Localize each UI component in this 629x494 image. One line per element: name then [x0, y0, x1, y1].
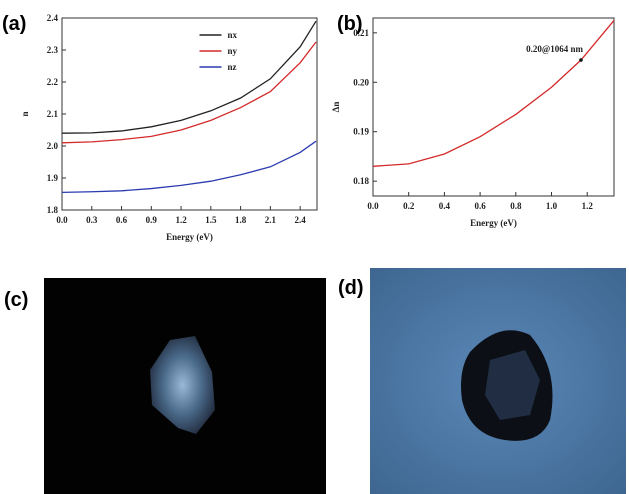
x-tick-label: 2.4 [295, 215, 307, 225]
panel-label: (d) [338, 277, 364, 299]
series-line [61, 41, 317, 144]
x-tick-label: 1.5 [205, 215, 217, 225]
crystal-facet [485, 350, 540, 420]
y-tick-label: 2.2 [47, 77, 59, 87]
plot-frame [61, 17, 318, 211]
panel-label: (b) [337, 13, 363, 35]
y-tick-label: 0.18 [353, 176, 369, 186]
x-tick-label: 0.2 [403, 201, 415, 211]
crystal [150, 336, 215, 434]
y-tick-label: 2.4 [47, 13, 59, 23]
x-tick-label: 0.0 [56, 215, 68, 225]
legend-label: ny [228, 46, 238, 56]
x-tick-label: 1.8 [235, 215, 247, 225]
x-tick-label: 0.6 [474, 201, 486, 211]
y-tick-label: 0.20 [353, 77, 369, 87]
legend-label: nx [228, 30, 238, 40]
series-line [61, 20, 317, 134]
y-axis-label: n [20, 111, 30, 116]
x-tick-label: 0.4 [439, 201, 451, 211]
x-tick-label: 0.9 [146, 215, 158, 225]
annotation-text: 0.20@1064 nm [526, 44, 583, 54]
x-tick-label: 0.8 [510, 201, 522, 211]
panel-label: (c) [4, 289, 28, 311]
y-axis-label: Δn [331, 102, 341, 113]
panel-label: (a) [2, 13, 26, 35]
x-tick-label: 2.1 [265, 215, 277, 225]
series-line [61, 140, 317, 194]
x-axis-label: Energy (eV) [166, 232, 213, 242]
x-tick-label: 0.3 [86, 215, 98, 225]
y-tick-label: 1.8 [47, 205, 59, 215]
y-tick-label: 2.0 [47, 141, 59, 151]
x-tick-label: 1.2 [175, 215, 187, 225]
x-tick-label: 0.0 [367, 201, 379, 211]
x-tick-label: 1.2 [582, 201, 594, 211]
series-line [372, 20, 615, 167]
plot-frame [372, 17, 615, 197]
y-tick-label: 0.19 [353, 127, 369, 137]
y-tick-label: 2.3 [47, 45, 59, 55]
annotation-point [579, 58, 583, 62]
y-tick-label: 2.1 [47, 109, 59, 119]
legend-label: nz [228, 62, 237, 72]
y-tick-label: 1.9 [47, 173, 59, 183]
y-tick-label: 0.21 [353, 28, 369, 38]
x-axis-label: Energy (eV) [470, 218, 517, 228]
x-tick-label: 0.6 [116, 215, 128, 225]
x-tick-label: 1.0 [546, 201, 558, 211]
